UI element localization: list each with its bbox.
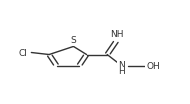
Text: NH: NH xyxy=(110,30,123,39)
Text: Cl: Cl xyxy=(18,48,27,58)
Text: H: H xyxy=(118,67,125,76)
Text: S: S xyxy=(71,36,76,45)
Text: N: N xyxy=(118,61,125,70)
Text: OH: OH xyxy=(146,62,160,71)
